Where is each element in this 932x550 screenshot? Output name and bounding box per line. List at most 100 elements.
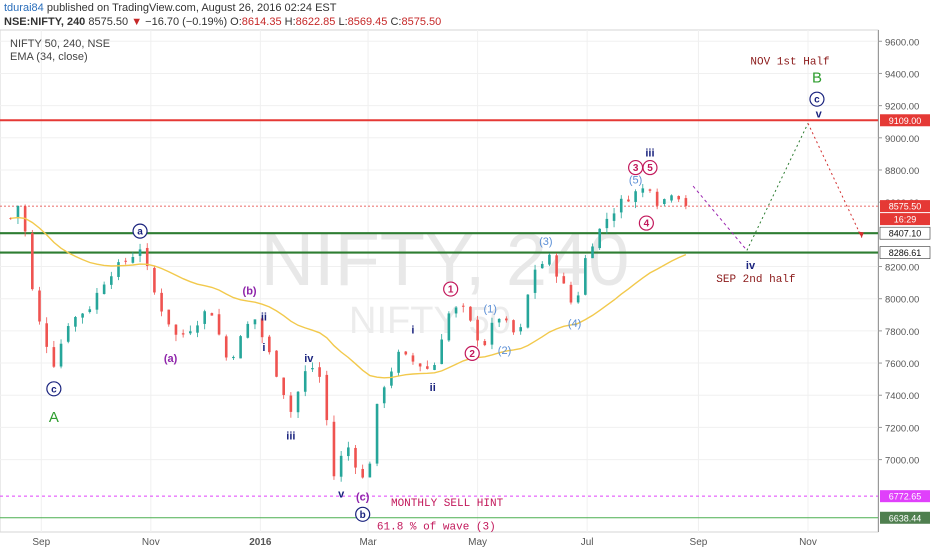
candle-body: [217, 314, 221, 335]
candle-body: [31, 233, 34, 290]
candle-body: [181, 333, 185, 335]
price-tag-label: 8575.50: [889, 202, 922, 212]
wave-label: 1: [448, 285, 454, 296]
wave-label: 3: [633, 163, 639, 174]
candle-body: [411, 355, 415, 362]
wave-label: (b): [243, 286, 257, 298]
price-tag: [880, 490, 930, 503]
author-link[interactable]: tdurai84: [4, 2, 44, 14]
wave-label: i: [411, 324, 414, 336]
watermark-name: NIFTY 50: [349, 300, 511, 342]
countdown-label: 16:29: [894, 215, 917, 225]
candle-body: [548, 254, 551, 265]
candle-body: [641, 188, 645, 193]
candle-body: [627, 199, 630, 202]
candle-body: [526, 294, 530, 328]
wave-label: i: [262, 342, 265, 354]
candle-body: [562, 276, 566, 284]
legend-title: NIFTY 50, 240, NSE: [10, 38, 110, 50]
wave-label-circle: [443, 281, 459, 297]
candle-body: [670, 195, 673, 201]
price-tick-label: 9600.00: [885, 37, 919, 48]
time-tick-label: Jul: [581, 537, 594, 548]
open-label: O:: [230, 16, 242, 28]
candle-body: [519, 327, 522, 332]
candle-body: [418, 363, 422, 367]
candle-body: [591, 246, 594, 259]
candle-body: [81, 313, 84, 318]
low-value: 8569.45: [347, 16, 388, 28]
price-tick-label: 9400.00: [885, 69, 919, 80]
candle-body: [167, 309, 171, 325]
price-tag-label: 9109.00: [889, 116, 922, 126]
candle-body: [196, 325, 199, 333]
symbol-label[interactable]: NSE:NIFTY, 240: [4, 16, 86, 28]
forecast-path: [692, 185, 748, 251]
price-tick-label: 7800.00: [885, 327, 919, 338]
wave-label: iv: [746, 260, 756, 272]
price-axis[interactable]: 9600.009400.009200.009000.008800.008600.…: [878, 30, 931, 532]
wave-label-circle: [638, 215, 654, 231]
candle-body: [512, 320, 515, 333]
publish-info: published on TradingView.com, August 26,…: [46, 2, 337, 14]
candle-body: [576, 295, 580, 303]
price-tick-label: 7000.00: [885, 456, 919, 467]
plot-area: [0, 29, 879, 533]
candle-body: [354, 447, 357, 468]
candle-body: [533, 269, 537, 293]
time-tick-label: Sep: [690, 537, 708, 548]
candle-body: [66, 326, 70, 342]
wave-label: (4): [568, 318, 581, 330]
time-tick-label: Nov: [799, 537, 817, 548]
countdown-tag: [880, 213, 930, 226]
candle-body: [584, 258, 587, 295]
wave-label: iii: [286, 430, 295, 442]
candle-body: [102, 284, 106, 294]
wave-label: v: [816, 109, 823, 121]
wave-label-circle: [132, 223, 148, 239]
wave-label: 2: [469, 349, 475, 360]
candle-body: [598, 228, 601, 249]
price-tag-label: 8286.61: [889, 248, 922, 258]
wave-label: ii: [430, 382, 436, 394]
candle-body: [174, 324, 178, 335]
candle-body: [569, 284, 573, 303]
candle-body: [619, 198, 623, 213]
forecast-arrowhead: [857, 231, 864, 238]
ohlc-bar: NSE:NIFTY, 240 8575.50 ▼ −16.70 (−0.19%)…: [4, 16, 441, 28]
candle-body: [347, 447, 350, 457]
wave-label: iv: [304, 353, 314, 365]
candle-body: [45, 323, 48, 347]
candle-body: [74, 317, 77, 327]
candle-body: [605, 218, 609, 229]
horizontal-levels: [0, 119, 878, 519]
candle-body: [684, 198, 688, 206]
candle-body: [677, 196, 680, 200]
wave-label-circle: [46, 381, 62, 397]
candle-body: [454, 307, 458, 314]
open-value: 8614.35: [241, 16, 282, 28]
chart-note: SEP 2nd half: [716, 274, 795, 286]
candle-body: [540, 263, 544, 269]
candle-body: [38, 290, 41, 322]
wave-label: a: [137, 227, 143, 238]
candle-body: [275, 350, 278, 377]
candle-body: [117, 262, 120, 277]
candle-body: [339, 455, 343, 477]
legend-indicator[interactable]: EMA (34, close): [10, 51, 88, 63]
candle-body: [505, 318, 508, 321]
time-axis[interactable]: Sep Nov 2016 Mar May Jul Sep Nov: [32, 537, 816, 548]
candle-body: [325, 374, 329, 421]
candle-body: [246, 323, 250, 338]
candle-body: [634, 191, 637, 202]
candle-body: [52, 347, 56, 367]
last-price: 8575.50: [88, 16, 129, 28]
price-tag: [880, 114, 930, 127]
candle-body: [318, 367, 321, 377]
candle-body: [203, 311, 206, 324]
forecast-paths: [692, 123, 864, 251]
price-tag: [879, 246, 931, 259]
candle-body: [303, 371, 307, 392]
wave-label: (3): [539, 236, 552, 248]
